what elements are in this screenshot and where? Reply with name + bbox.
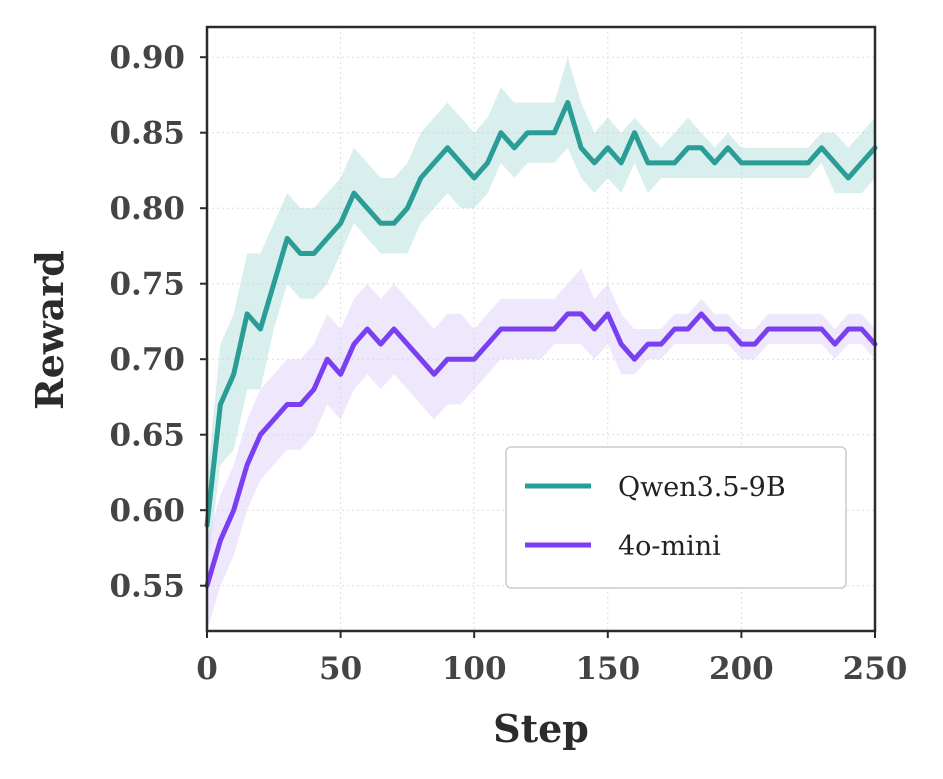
y-tick-label: 0.90 <box>109 40 185 76</box>
x-tick-label: 200 <box>709 651 774 687</box>
x-tick-label: 250 <box>843 651 908 687</box>
y-axis-title: Reward <box>27 250 72 410</box>
line-4o-mini <box>204 311 878 589</box>
y-tick-label: 0.60 <box>109 493 185 529</box>
line-qwen <box>204 100 878 528</box>
y-tick-label: 0.70 <box>109 342 185 378</box>
y-tick-label: 0.65 <box>109 418 185 454</box>
y-tick-label: 0.55 <box>109 569 185 605</box>
series-lines <box>204 100 878 589</box>
legend: Qwen3.5-9B 4o-mini <box>505 446 847 589</box>
y-tick-label: 0.75 <box>109 267 185 303</box>
band-qwen <box>207 57 875 571</box>
legend-frame <box>505 446 847 589</box>
x-tick-label: 0 <box>196 651 218 687</box>
x-tick-label: 50 <box>319 651 362 687</box>
x-tick-label: 100 <box>442 651 507 687</box>
x-tick-label: 150 <box>575 651 640 687</box>
confidence-bands <box>207 57 875 631</box>
legend-label-4o-mini: 4o-mini <box>618 531 721 562</box>
axis-ticks: 0 50 100 150 200 250 0.55 0.60 0.65 0.70 0.75 0.80 0… <box>109 40 907 687</box>
legend-label-qwen: Qwen3.5-9B <box>618 472 786 503</box>
band-4o-mini <box>207 268 875 631</box>
y-tick-label: 0.80 <box>109 191 185 227</box>
x-axis-title: Step <box>493 706 589 751</box>
plot-frame <box>205 25 877 633</box>
y-tick-label: 0.85 <box>109 116 185 152</box>
